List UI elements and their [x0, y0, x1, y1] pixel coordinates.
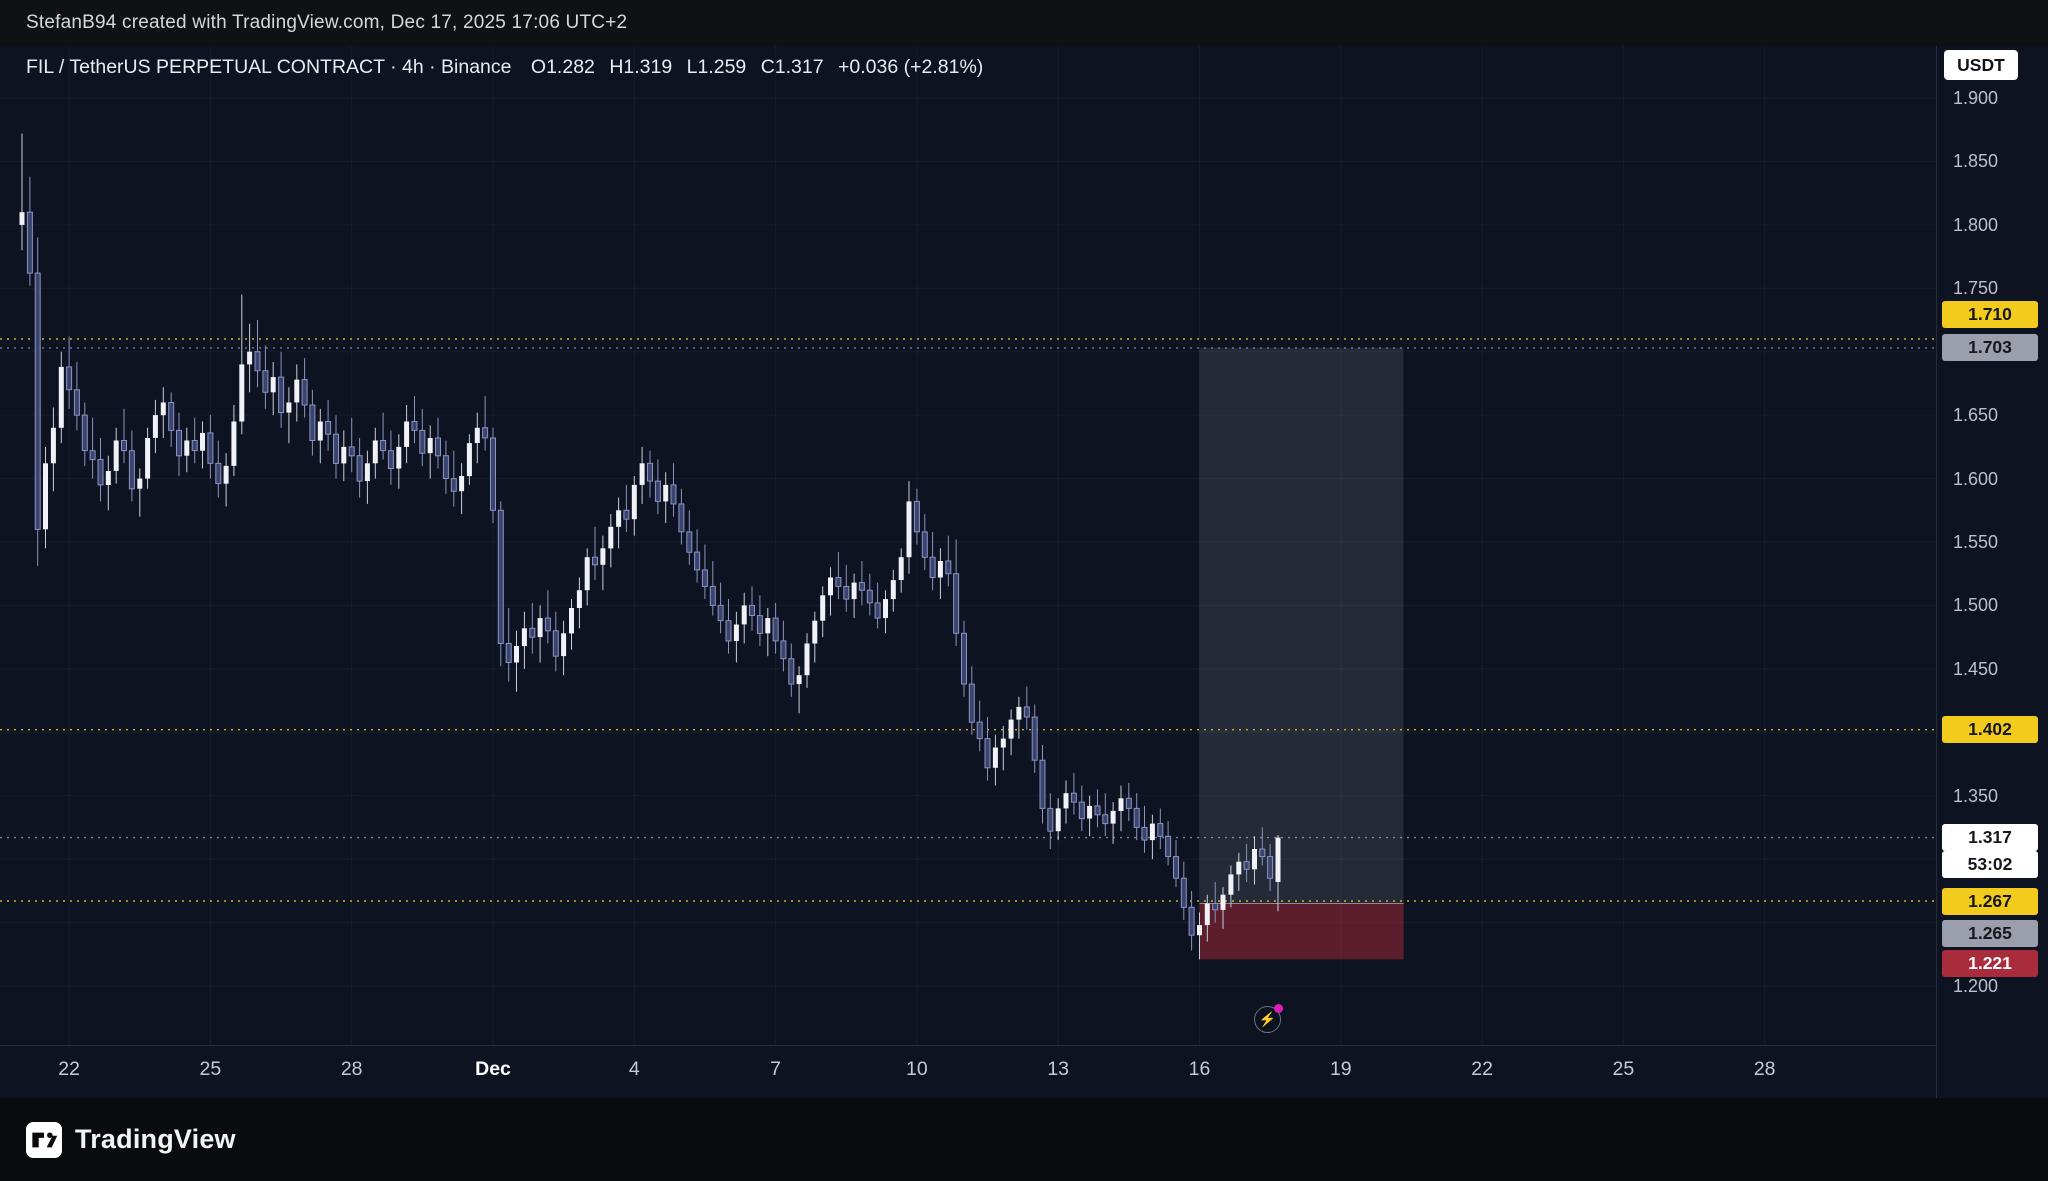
- tradingview-brand-text[interactable]: TradingView: [75, 1124, 236, 1154]
- time-axis-label: 4: [628, 1058, 640, 1080]
- price-badge-white-1317: 1.317: [1942, 824, 2038, 852]
- price-axis-label: 1.850: [1953, 151, 1999, 172]
- price-axis[interactable]: 1.900 1.850 1.800 1.750 1.650 1.600 1.550 1.500…: [1936, 46, 2048, 1098]
- chart-legend: FIL / TetherUS PERPETUAL CONTRACT · 4h ·…: [26, 56, 992, 79]
- attribution-text: StefanB94 created with TradingView.com, …: [26, 12, 628, 33]
- price-badge-yellow-1267: 1.267: [1942, 887, 2038, 915]
- symbol-title: FIL / TetherUS PERPETUAL CONTRACT · 4h ·…: [26, 56, 512, 78]
- price-badge-yellow-1710: 1.710: [1942, 300, 2038, 328]
- time-axis-label: 22: [1471, 1058, 1493, 1080]
- footer-bar: TradingView: [0, 1098, 2048, 1181]
- price-axis-label: 1.900: [1953, 88, 1999, 108]
- currency-badge: USDT: [1944, 50, 2018, 80]
- price-badge-white-5302: 53:02: [1942, 851, 2038, 879]
- time-axis-label: 25: [1612, 1058, 1635, 1080]
- price-axis-label: 1.650: [1953, 405, 1999, 426]
- chart-area[interactable]: FIL / TetherUS PERPETUAL CONTRACT · 4h ·…: [0, 46, 1936, 1045]
- time-axis-label: 25: [199, 1058, 222, 1080]
- chart-canvas[interactable]: [0, 46, 1936, 1045]
- price-axis-label: 1.550: [1953, 532, 1999, 552]
- attribution-bar: StefanB94 created with TradingView.com, …: [0, 0, 2048, 46]
- price-axis-label: 1.600: [1953, 468, 1999, 489]
- time-axis-label: 7: [770, 1058, 782, 1080]
- price-axis-label: 1.200: [1953, 976, 1999, 996]
- price-badge-gray-1703: 1.703: [1942, 334, 2038, 362]
- price-badge-gray-1265: 1.265: [1942, 920, 2038, 947]
- time-axis-label: 19: [1329, 1058, 1352, 1080]
- time-axis-label: 28: [340, 1058, 363, 1080]
- price-axis-label: 1.800: [1953, 214, 1999, 235]
- time-axis-label: 22: [58, 1058, 80, 1080]
- legend-change: +0.036 (+2.81%): [838, 56, 984, 78]
- price-axis-label: 1.450: [1953, 658, 1999, 679]
- tradingview-logo-icon[interactable]: [26, 1121, 62, 1158]
- time-axis-label: 16: [1188, 1058, 1211, 1080]
- time-axis-label: 10: [906, 1058, 928, 1080]
- price-badge-yellow-1402: 1.402: [1942, 716, 2038, 744]
- legend-low: L1.259: [686, 56, 747, 78]
- legend-open: O1.282: [530, 56, 595, 78]
- position-loss-zone[interactable]: [1199, 903, 1404, 960]
- time-axis[interactable]: 22 25 28 Dec 4 7 10 13 16 19 22 25 28: [0, 1045, 1936, 1098]
- event-notification-dot: [1274, 1004, 1283, 1013]
- price-axis-label: 1.750: [1953, 278, 1999, 299]
- price-axis-label: 1.500: [1953, 595, 1999, 616]
- legend-high: H1.319: [609, 56, 673, 78]
- time-axis-label: Dec: [475, 1058, 511, 1080]
- legend-close: C1.317: [760, 56, 824, 78]
- price-axis-label: 1.350: [1953, 785, 1999, 806]
- event-lightning-icon[interactable]: ⚡: [1254, 1004, 1283, 1033]
- time-axis-label: 13: [1047, 1058, 1070, 1080]
- time-axis-label: 28: [1753, 1058, 1776, 1080]
- price-badge-red-1221: 1.221: [1942, 949, 2038, 977]
- lightning-glyph: ⚡: [1258, 1011, 1277, 1027]
- position-profit-zone[interactable]: [1199, 347, 1404, 904]
